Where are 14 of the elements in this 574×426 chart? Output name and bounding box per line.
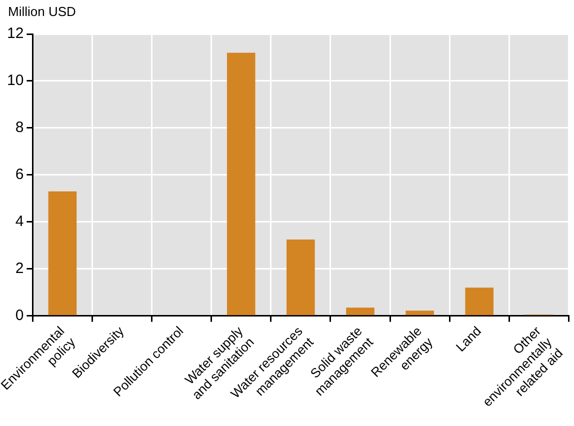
- y-tick-label: 8: [15, 119, 24, 136]
- y-tick-label: 4: [15, 213, 24, 230]
- bar: [48, 191, 77, 316]
- y-tick-label: 2: [15, 260, 24, 277]
- bar: [346, 308, 374, 316]
- bar: [406, 310, 434, 316]
- y-axis-title: Million USD: [8, 4, 76, 20]
- bar: [286, 239, 315, 316]
- bar: [226, 52, 256, 316]
- y-tick-label: 12: [6, 25, 24, 42]
- y-tick-label: 10: [6, 72, 24, 90]
- bar: [465, 288, 494, 316]
- y-tick-label: 6: [15, 166, 24, 184]
- y-tick-label: 0: [15, 306, 24, 324]
